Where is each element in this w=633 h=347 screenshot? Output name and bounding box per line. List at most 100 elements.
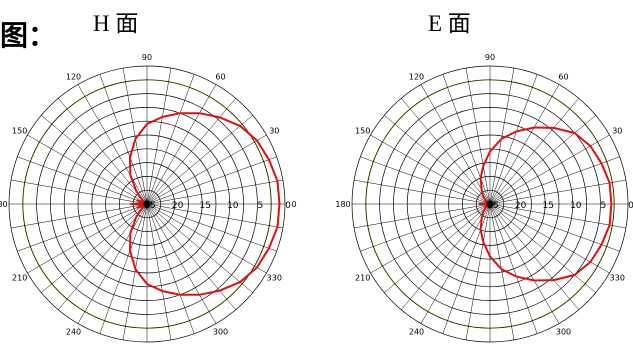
pattern-point	[489, 150, 491, 153]
pattern-point	[146, 283, 148, 285]
grid-spoke	[370, 203, 491, 274]
grid-spoke	[442, 74, 491, 205]
grid-spoke	[58, 98, 148, 205]
pattern-point	[600, 162, 603, 165]
pattern-point	[600, 243, 603, 246]
grid-spoke	[489, 203, 515, 340]
grid-spoke	[122, 68, 148, 205]
pattern-point	[533, 126, 535, 129]
grid-spoke	[146, 98, 236, 205]
grid-spoke	[465, 68, 491, 205]
grid-spoke	[420, 203, 491, 324]
grid-spoke	[27, 134, 148, 205]
pattern-point	[515, 276, 518, 278]
pattern-point	[608, 182, 611, 184]
grid-spoke	[146, 203, 277, 252]
grid-spoke	[489, 203, 596, 293]
pattern-point	[610, 203, 613, 205]
grid-spoke	[401, 203, 491, 310]
pattern-point	[278, 203, 281, 205]
grid-spoke	[146, 68, 172, 205]
pattern-point	[179, 112, 181, 114]
grid-spoke	[489, 203, 626, 229]
pattern-point	[198, 112, 201, 114]
radial-tick-label: 0	[628, 201, 633, 211]
angle-tick-label: 180	[0, 200, 8, 209]
grid-spoke	[17, 203, 148, 252]
pattern-point	[219, 290, 221, 292]
pattern-point	[256, 139, 258, 142]
pattern-point	[589, 261, 591, 263]
angle-tick-label: 90	[485, 53, 495, 62]
pattern-point	[239, 281, 241, 283]
grid-spoke	[11, 203, 148, 229]
grid-spoke	[489, 156, 620, 205]
pattern-point	[553, 127, 555, 129]
pattern-point	[129, 232, 132, 234]
grid-spoke	[77, 84, 148, 205]
pattern-point	[142, 199, 144, 202]
grid-spoke	[401, 98, 491, 205]
angle-tick-label: 120	[66, 73, 81, 82]
grid-spoke	[489, 203, 620, 252]
radial-tick-label: 15	[199, 201, 210, 211]
grid-spoke	[489, 98, 579, 205]
pattern-point	[589, 145, 591, 147]
pattern-point	[129, 203, 132, 205]
pattern-point	[179, 294, 181, 296]
angle-tick-label: 180	[335, 200, 350, 209]
angle-tick-label: 60	[215, 73, 225, 82]
e-plane-polar-chart: 0306090120150180210240270300330051015202…	[335, 53, 633, 343]
radial-tick-label: 0	[285, 201, 291, 211]
pattern-point	[161, 116, 163, 118]
pattern-point	[142, 206, 144, 209]
grid-spoke	[146, 203, 172, 340]
center-hub	[143, 200, 151, 208]
grid-spoke	[384, 203, 491, 293]
grid-spoke	[489, 115, 596, 205]
pattern-point	[482, 211, 484, 214]
h-plane-polar-chart: 0306090120150180210240270300330051015202…	[0, 53, 297, 343]
grid-spoke	[146, 156, 277, 205]
pattern-point	[276, 180, 279, 182]
pattern-point	[482, 165, 484, 167]
pattern-point	[129, 250, 131, 252]
center-hub	[486, 200, 494, 208]
pattern-point	[256, 266, 258, 269]
pattern-point	[135, 190, 137, 192]
grid-spoke	[41, 203, 148, 293]
angle-tick-label: 210	[12, 274, 27, 283]
grid-spoke	[146, 203, 267, 274]
grid-spoke	[489, 179, 626, 205]
grid-spoke	[489, 84, 560, 205]
grid-spoke	[146, 84, 217, 205]
pattern-point	[573, 132, 576, 134]
radial-tick-label: 20	[172, 201, 184, 211]
pattern-point	[515, 130, 518, 132]
pattern-point	[268, 159, 270, 161]
grid-spoke	[99, 203, 148, 334]
pattern-point	[129, 174, 132, 176]
pattern-point	[136, 207, 138, 209]
pattern-point	[500, 138, 503, 140]
angle-tick-label: 330	[610, 274, 625, 283]
grid-spoke	[146, 203, 283, 229]
angle-tick-label: 30	[612, 127, 622, 136]
grid-spoke	[146, 203, 217, 324]
angle-tick-label: 300	[213, 327, 228, 336]
grid-spoke	[58, 203, 148, 310]
grid-spoke	[420, 84, 491, 205]
grid-spoke	[27, 203, 148, 274]
grid-spoke	[146, 203, 195, 334]
pattern-point	[482, 241, 484, 243]
pattern-point	[484, 205, 486, 207]
pattern-point	[276, 226, 279, 228]
pattern-point	[161, 290, 163, 292]
pattern-point	[484, 201, 486, 203]
pattern-point	[136, 199, 138, 201]
grid-spoke	[122, 203, 148, 340]
pattern-point	[553, 279, 555, 281]
grid-spoke	[354, 203, 491, 229]
radial-tick-label: 25	[144, 201, 155, 211]
angle-tick-label: 90	[142, 53, 152, 62]
